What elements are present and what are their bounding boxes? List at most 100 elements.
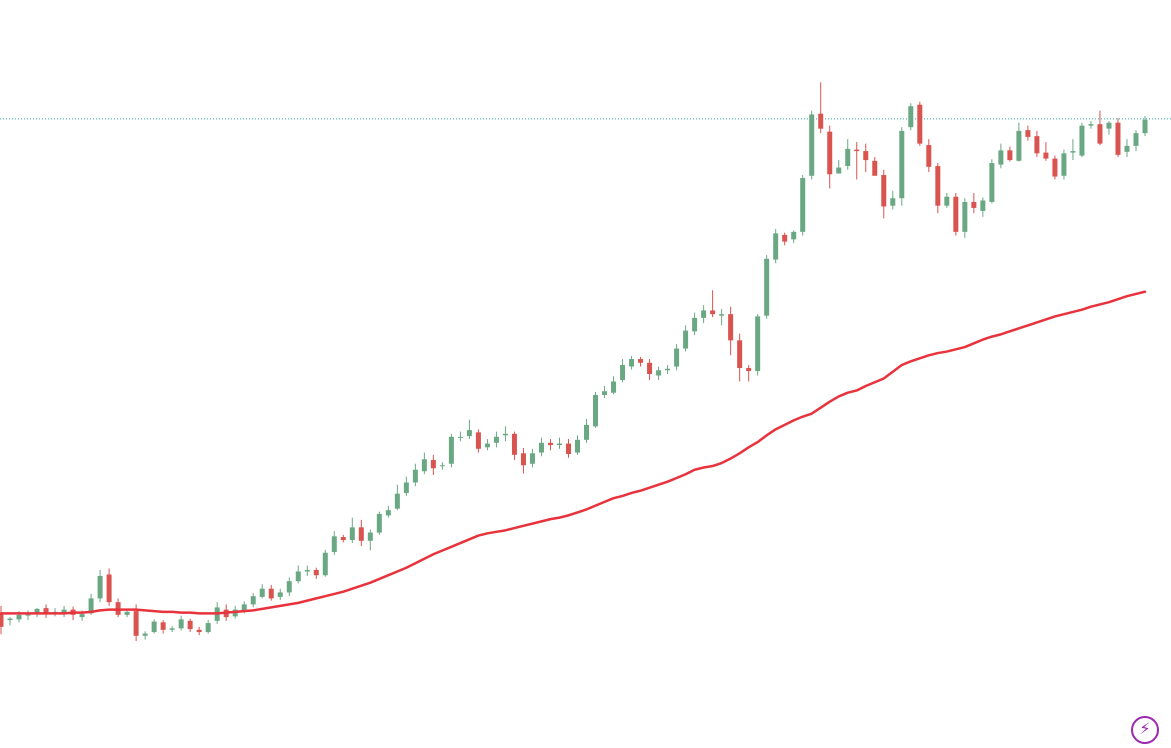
candle-body [484,443,490,448]
candle-body [782,234,788,242]
candle-body [448,436,454,464]
candle-body [421,459,427,472]
candle-body [430,460,436,469]
candle-body [151,621,157,633]
candle-body [79,614,85,618]
candle-body [322,552,328,576]
candle-body [160,622,166,630]
candle-body [97,575,103,599]
candle-body [340,537,346,541]
candle-body [971,201,977,208]
candle-body [457,436,463,438]
candle-body [376,513,382,533]
candle-body [1034,136,1040,154]
candle-body [899,130,905,199]
candle-body [241,604,247,612]
candle-body [908,106,914,128]
candle-body [493,436,499,443]
candle-body [331,536,337,553]
candle-body [863,151,869,161]
candle-body [737,340,743,369]
candle-body [169,628,175,630]
candle-body [43,608,49,614]
candle-body [385,510,391,516]
candle-body [944,196,950,206]
candle-body [647,362,653,374]
candle-body [475,432,481,449]
candle-body [277,592,283,597]
candle-body [0,613,4,627]
candle-body [196,629,202,633]
candle-body [746,368,752,372]
candle-body [584,424,590,440]
candle-body [142,633,148,636]
candle-body [1142,119,1148,134]
candle-body [511,433,517,455]
candle-body [620,365,626,380]
candle-body [674,348,680,367]
candle-body [917,104,923,144]
candle-body [250,596,256,605]
candle-body [989,163,995,202]
candle-body [719,314,725,316]
candle-body [529,453,535,464]
candle-body [547,442,553,446]
moving-average-line [0,290,1147,615]
candle-body [809,114,815,176]
candle-body [1106,122,1112,129]
candle-body [259,588,265,597]
candle-body [538,442,544,453]
candle-body [638,359,644,363]
candle-body [962,201,968,232]
candle-body [881,175,887,207]
candle-body [872,160,878,176]
candle-body [701,310,707,318]
candle-body [286,581,292,593]
candle-body [34,608,40,614]
candle-body [791,231,797,240]
candle-body [593,394,599,427]
candle-body [1097,124,1103,144]
candle-body [953,196,959,232]
candle-body [394,493,400,509]
candle-body [61,609,67,614]
candle-body [1115,122,1121,155]
candle-body [88,598,94,614]
candle-body [1088,124,1094,126]
candle-body [1133,133,1139,146]
candle-body [710,310,716,315]
candle-body [818,113,824,129]
candle-body [403,482,409,493]
candle-body [602,391,608,395]
candle-body [178,619,184,629]
candle-body [854,149,860,152]
candle-body [556,443,562,446]
candle-body [926,145,932,167]
candle-body [349,527,355,541]
lightning-icon[interactable]: ⚡︎ [1131,716,1159,744]
candle-body [611,381,617,393]
candle-body [358,527,364,541]
candle-body [268,588,274,599]
candle-body [1052,158,1058,177]
candle-body [187,620,193,630]
candle-body [439,465,445,467]
candle-body [629,359,635,367]
candle-body [728,314,734,341]
candle-body [520,453,526,466]
candle-body [1079,125,1085,156]
candle-body [827,131,833,175]
candle-body [1043,152,1049,159]
candle-body [1016,130,1022,161]
candle-body [7,618,13,621]
candle-body [565,443,571,455]
candle-body [890,198,896,206]
candle-body [16,614,22,620]
candle-body [845,148,851,167]
candle-body [106,574,112,603]
candle-body [773,233,779,260]
candle-body [1124,145,1130,152]
candle-body [836,167,842,174]
candle-body [502,433,508,436]
